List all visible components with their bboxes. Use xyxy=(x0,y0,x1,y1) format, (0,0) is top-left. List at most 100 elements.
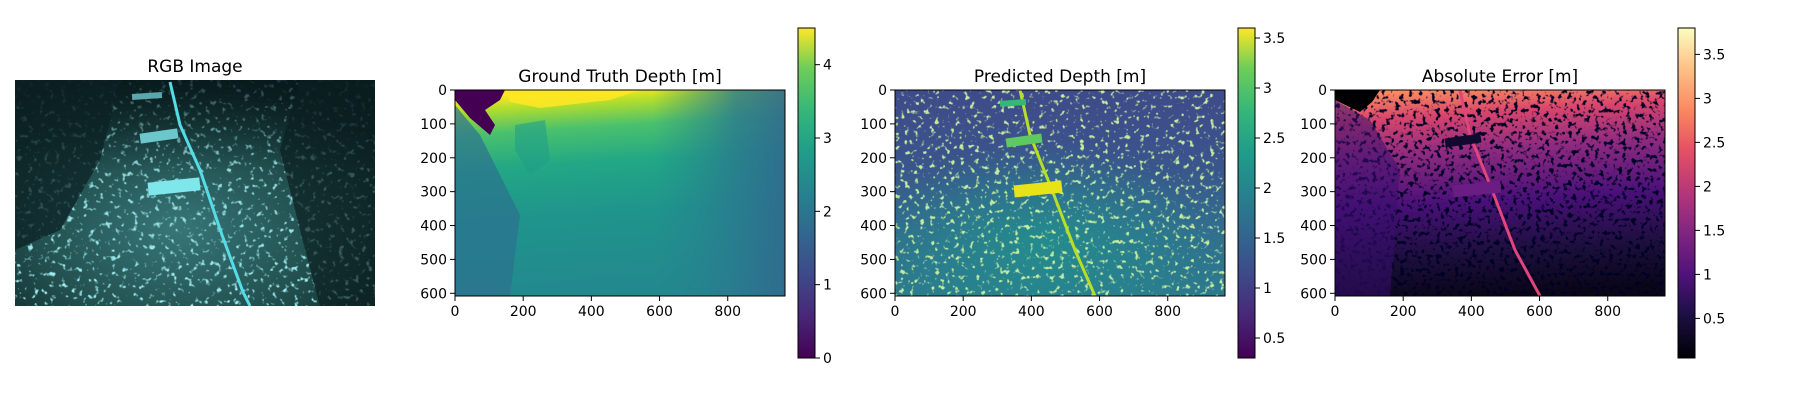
heatmap-grain xyxy=(895,90,1225,296)
colorbar-tick-label: 0 xyxy=(823,351,832,367)
y-tick-label: 600 xyxy=(860,286,887,302)
rgb-image-marker xyxy=(131,91,163,101)
x-tick-label: 0 xyxy=(891,304,900,320)
y-tick-label: 200 xyxy=(420,151,447,167)
x-tick-label: 800 xyxy=(1154,304,1181,320)
panel-predicted: Predicted Depth [m] 0 200 400 600 800 010020… xyxy=(860,27,1285,359)
y-tick-label: 100 xyxy=(420,117,447,133)
heatmap-structure xyxy=(515,120,550,175)
panel-absolute-error: Absolute Error [m] 0 200 400 600 800 0 100 200… xyxy=(1300,27,1725,359)
y-tick-label: 400 xyxy=(420,219,447,235)
colorbar-tick-label: 2.5 xyxy=(1263,131,1285,147)
chart-title: Absolute Error [m] xyxy=(1422,67,1578,87)
predicted-heatmap xyxy=(895,90,1225,296)
x-axis: 0 200 400 600 800 xyxy=(891,296,1181,320)
heatmap-left-region xyxy=(1335,100,1400,296)
x-axis: 0 200 400 600 800 xyxy=(451,296,741,320)
rgb-image-rock-right xyxy=(280,80,375,306)
colorbar-tick-label: 1 xyxy=(1703,267,1712,283)
colorbar: 0.5 1 1.5 2 2.5 3 3.5 xyxy=(1237,27,1285,359)
x-tick-label: 0 xyxy=(1331,304,1340,320)
colorbar-tick-label: 3 xyxy=(1263,81,1272,97)
heatmap-left-region xyxy=(455,105,520,296)
x-tick-label: 400 xyxy=(578,304,605,320)
colorbar-tick-label: 1 xyxy=(1263,281,1272,297)
panel-ground-truth: Ground Truth Depth [m] 0 200 400 600 800 010… xyxy=(420,27,832,367)
chart-title: Predicted Depth [m] xyxy=(974,67,1146,87)
x-tick-label: 800 xyxy=(1594,304,1621,320)
heatmap-marker xyxy=(999,99,1027,107)
y-tick-label: 600 xyxy=(420,286,447,302)
heatmap-invalid-region xyxy=(1335,90,1380,112)
heatmap-invalid-region xyxy=(455,90,505,135)
colorbar-tick-label: 0.5 xyxy=(1703,311,1725,327)
colorbar: 0.5 1 1.5 2 2.5 3 3.5 xyxy=(1677,27,1725,359)
heatmap-marker xyxy=(1452,180,1502,198)
rgb-image-rock-left xyxy=(15,80,120,250)
y-tick-label: 0 xyxy=(1318,83,1327,99)
x-tick-label: 0 xyxy=(451,304,460,320)
rgb-image-marker xyxy=(139,128,179,144)
colorbar-tick-label: 3 xyxy=(1703,91,1712,107)
y-tick-label: 200 xyxy=(1300,151,1327,167)
y-tick-label: 400 xyxy=(860,219,887,235)
y-tick-label: 500 xyxy=(1300,252,1327,268)
panel-rgb-image: RGB Image xyxy=(15,57,375,306)
x-tick-label: 200 xyxy=(510,304,537,320)
colorbar-tick-label: 3.5 xyxy=(1263,31,1285,47)
chart-title: RGB Image xyxy=(147,57,242,77)
y-tick-label: 200 xyxy=(860,151,887,167)
colorbar-tick-label: 2 xyxy=(1703,179,1712,195)
y-tick-label: 500 xyxy=(860,252,887,268)
x-tick-label: 400 xyxy=(1018,304,1045,320)
rgb-image-cable xyxy=(168,81,252,306)
colorbar-gradient xyxy=(1237,27,1256,359)
x-axis: 0 200 400 600 800 xyxy=(1331,296,1621,320)
colorbar-tick-label: 2.5 xyxy=(1703,135,1725,151)
plot-frame xyxy=(1334,89,1666,297)
plot-frame xyxy=(894,89,1226,297)
rgb-image-marker xyxy=(147,177,201,196)
colorbar-tick-label: 2 xyxy=(823,204,832,220)
y-axis: 0 100 200 300 400 500 600 xyxy=(420,83,455,302)
x-tick-label: 600 xyxy=(646,304,673,320)
heatmap-marker xyxy=(1444,133,1482,148)
y-axis: 0 100 200 300 400 500 600 xyxy=(1300,83,1335,302)
ground-truth-heatmap xyxy=(455,90,785,296)
colorbar-tick-label: 3.5 xyxy=(1703,47,1725,63)
error-heatmap xyxy=(1335,90,1665,296)
x-tick-label: 400 xyxy=(1458,304,1485,320)
colorbar-tick-label: 1 xyxy=(823,278,832,294)
x-tick-label: 200 xyxy=(1390,304,1417,320)
colorbar-tick-label: 4 xyxy=(823,58,832,74)
heatmap-marker xyxy=(1005,133,1043,148)
chart-title: Ground Truth Depth [m] xyxy=(518,67,721,87)
heatmap-near-field xyxy=(505,90,640,108)
x-tick-label: 200 xyxy=(950,304,977,320)
y-tick-label: 300 xyxy=(420,185,447,201)
colorbar: 0 1 2 3 4 xyxy=(797,27,832,367)
colorbar-tick-label: 3 xyxy=(823,131,832,147)
y-tick-label: 0 xyxy=(438,83,447,99)
colorbar-tick-label: 1.5 xyxy=(1263,231,1285,247)
colorbar-tick-label: 1.5 xyxy=(1703,223,1725,239)
y-tick-label: 300 xyxy=(860,185,887,201)
colorbar-gradient xyxy=(1677,27,1696,359)
colorbar-tick-label: 0.5 xyxy=(1263,331,1285,347)
y-tick-label: 100 xyxy=(860,117,887,133)
colorbar-gradient xyxy=(797,27,816,359)
y-tick-label: 0 xyxy=(878,83,887,99)
y-axis: 0 100 200 300 400 500 600 xyxy=(860,83,895,302)
x-tick-label: 600 xyxy=(1526,304,1553,320)
rgb-image xyxy=(15,80,375,306)
colorbar-tick-label: 2 xyxy=(1263,181,1272,197)
y-tick-label: 400 xyxy=(1300,219,1327,235)
heatmap-marker xyxy=(1013,180,1063,198)
y-tick-label: 500 xyxy=(420,252,447,268)
plot-frame xyxy=(454,89,786,297)
y-tick-label: 300 xyxy=(1300,185,1327,201)
x-tick-label: 800 xyxy=(714,304,741,320)
y-tick-label: 100 xyxy=(1300,117,1327,133)
x-tick-label: 600 xyxy=(1086,304,1113,320)
